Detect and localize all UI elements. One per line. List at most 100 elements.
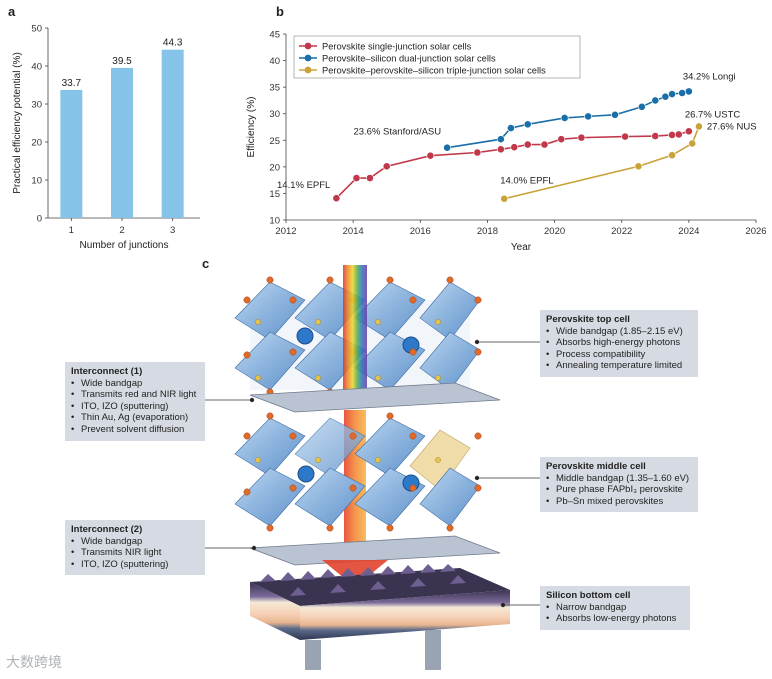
- x-tick-label: 2: [119, 225, 124, 236]
- callout-middle-cell: Perovskite middle cell Middle bandgap (1…: [540, 457, 698, 513]
- y-tick-label: 0: [37, 214, 42, 225]
- callout-item: ITO, IZO (sputtering): [71, 401, 199, 413]
- data-point: [668, 151, 676, 160]
- data-point: [684, 127, 693, 136]
- callout-item: Wide bandgap (1.85–2.15 eV): [546, 326, 692, 338]
- data-point: [366, 174, 374, 182]
- data-point: [684, 87, 693, 96]
- panel-c-letter: c: [202, 256, 210, 271]
- octahedron: [234, 467, 306, 527]
- x-tick-label: 2026: [745, 226, 766, 237]
- callout-item: Absorbs low-energy photons: [546, 613, 684, 625]
- callout-item: Prevent solvent diffusion: [71, 424, 199, 436]
- data-point: [668, 131, 676, 139]
- callout-top-cell: Perovskite top cell Wide bandgap (1.85–2…: [540, 310, 698, 377]
- callout-item: ITO, IZO (sputtering): [71, 559, 199, 571]
- callout-bottom-cell: Silicon bottom cell Narrow bandgap Absor…: [540, 586, 690, 630]
- y-tick-label: 15: [269, 189, 280, 200]
- x-tick-label: 3: [170, 225, 175, 236]
- bar: [161, 49, 184, 218]
- light-into-silicon: [322, 560, 388, 587]
- point-annotation: 27.6% NUS: [707, 121, 757, 132]
- back-contact: [305, 640, 321, 670]
- callout-title: Perovskite top cell: [546, 314, 630, 325]
- y-tick-label: 30: [269, 109, 280, 120]
- y-tick-label: 30: [31, 100, 42, 111]
- callout-item: Wide bandgap: [71, 378, 199, 390]
- y-tick-label: 25: [269, 136, 280, 147]
- data-point: [496, 135, 505, 144]
- legend-box: [293, 35, 581, 79]
- data-point: [678, 89, 687, 97]
- x-tick-label: 1: [69, 225, 74, 236]
- octahedron: [419, 331, 481, 391]
- callout-item: Thin Au, Ag (evaporation): [71, 412, 199, 424]
- legend-swatch-marker: [304, 54, 312, 62]
- bar: [60, 89, 83, 218]
- a-site-cation: [402, 336, 420, 354]
- watermark-text: 大数跨境: [6, 654, 62, 670]
- data-point: [668, 90, 676, 98]
- data-point: [500, 194, 509, 203]
- callout-title: Perovskite middle cell: [546, 461, 646, 472]
- y-axis-label: Practical efficiency potential (%): [12, 52, 23, 194]
- point-annotation: 26.7% USTC: [685, 109, 741, 120]
- bar-value-label: 44.3: [163, 38, 183, 49]
- octahedron: [354, 417, 426, 477]
- data-point: [651, 96, 660, 105]
- x-tick-label: 2022: [611, 226, 632, 237]
- data-point: [577, 133, 586, 142]
- data-point: [540, 140, 549, 149]
- bar-value-label: 33.7: [62, 78, 82, 89]
- callout-item: Narrow bandgap: [546, 602, 684, 614]
- middle-perovskite-lattice: [234, 410, 482, 550]
- callout-item: Wide bandgap: [71, 536, 199, 548]
- y-tick-label: 20: [31, 138, 42, 149]
- octahedron: [234, 331, 306, 391]
- data-point: [523, 120, 532, 129]
- data-point: [621, 132, 629, 141]
- callout-item: Pure phase FAPbI₃ perovskite: [546, 484, 692, 496]
- x-tick-label: 2012: [275, 226, 296, 237]
- line-chart-efficiency-history: 10 15 20 25 30 35 40 45 2012 2014 2016 2018 2020 2022…: [246, 30, 766, 254]
- data-point: [674, 130, 683, 139]
- back-contact: [425, 630, 441, 670]
- callout-title: Silicon bottom cell: [546, 590, 631, 601]
- callout-title: Interconnect (1): [71, 366, 143, 377]
- bar-value-label: 39.5: [112, 56, 132, 67]
- data-point: [695, 122, 703, 131]
- bar: [111, 67, 133, 219]
- legend-label: Perovskite single-junction solar cells: [322, 42, 472, 52]
- data-point: [560, 114, 569, 122]
- callout-item: Pb–Sn mixed perovskites: [546, 496, 692, 508]
- callout-title: Interconnect (2): [71, 524, 143, 535]
- x-tick-label: 2016: [410, 226, 431, 237]
- x-tick-label: 2024: [678, 226, 699, 237]
- interconnect-1-layer: [249, 382, 501, 413]
- middle-beam: [344, 410, 366, 550]
- data-point: [634, 162, 643, 171]
- data-point: [426, 151, 435, 160]
- callout-item: Absorbs high-energy photons: [546, 337, 692, 349]
- octahedron: [354, 331, 426, 391]
- octahedron: [419, 281, 481, 341]
- point-annotation: 34.2% Longi: [683, 71, 736, 82]
- legend-swatch-marker: [304, 42, 312, 50]
- octahedron: [234, 417, 306, 477]
- legend-label: Perovskite–silicon dual-junction solar c…: [322, 54, 496, 64]
- a-site-cation: [297, 465, 315, 483]
- octahedron-sn: [409, 429, 471, 491]
- data-point: [507, 124, 515, 132]
- y-tick-label: 40: [31, 62, 42, 73]
- callout-interconnect-1: Interconnect (1) Wide bandgap Transmits …: [65, 362, 205, 441]
- callout-item: Middle bandgap (1.35–1.60 eV): [546, 473, 692, 485]
- callout-item: Transmits red and NIR light: [71, 389, 199, 401]
- octahedron: [294, 281, 366, 341]
- octahedron: [294, 467, 366, 527]
- data-point: [523, 140, 532, 149]
- x-tick-label: 2018: [477, 226, 498, 237]
- data-point: [661, 92, 670, 101]
- callout-interconnect-2: Interconnect (2) Wide bandgap Transmits …: [65, 520, 205, 576]
- data-point: [688, 139, 697, 148]
